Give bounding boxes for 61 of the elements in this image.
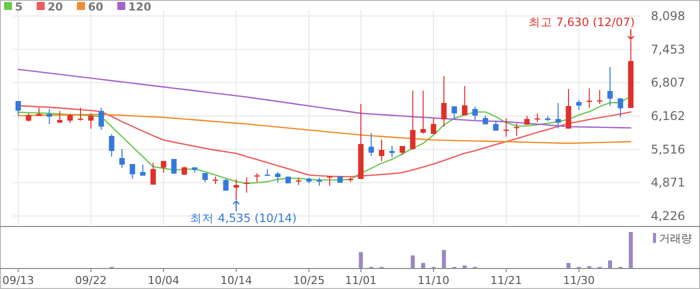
y-tick-label: 8,098 — [650, 9, 686, 23]
legend-label: 5 — [15, 0, 23, 14]
candlestick — [566, 88, 572, 130]
candlestick — [462, 85, 468, 116]
x-tick-label: 09/22 — [75, 274, 107, 287]
bar — [421, 262, 426, 268]
x-tick-label: 11/10 — [418, 274, 450, 287]
annotation: 최고 7,630 (12/07) — [528, 15, 635, 30]
y-tick-label: 4,871 — [650, 176, 686, 190]
bar — [566, 262, 571, 268]
legend-label: 20 — [48, 0, 64, 14]
y-tick-label: 6,162 — [650, 109, 686, 123]
candlestick — [586, 88, 592, 108]
candlestick — [430, 118, 436, 134]
bar — [628, 232, 633, 268]
candlestick — [108, 133, 114, 158]
bar — [410, 255, 415, 268]
candlestick — [130, 163, 136, 180]
y-tick-label: 4,226 — [650, 209, 686, 223]
line-series — [18, 68, 632, 129]
candlestick — [618, 98, 624, 118]
candlestick — [46, 108, 52, 125]
candlestick — [150, 162, 156, 186]
candlestick — [389, 146, 395, 158]
candlestick — [275, 171, 280, 184]
candlestick — [441, 76, 447, 128]
bar — [462, 265, 467, 268]
x-tick-label: 11/01 — [344, 274, 377, 287]
candlestick — [67, 113, 73, 124]
candlestick — [607, 66, 613, 106]
candlestick — [555, 102, 561, 129]
legend-label: 60 — [88, 0, 104, 14]
legend-label: 거래량 — [659, 232, 692, 245]
candlestick — [244, 176, 250, 194]
candlestick — [504, 118, 509, 138]
candlestick — [78, 107, 84, 122]
bar — [358, 252, 363, 268]
candlestick — [88, 112, 94, 130]
x-tick-label: 10/25 — [293, 274, 325, 287]
bar — [442, 250, 446, 268]
x-tick-label: 11/30 — [563, 274, 595, 287]
x-tick-label: 10/14 — [220, 274, 252, 287]
candlestick — [452, 106, 457, 120]
x-tick-label: 09/13 — [2, 274, 34, 287]
candlestick — [368, 132, 374, 156]
x-tick-label: 11/21 — [490, 274, 522, 287]
y-tick-label: 5,516 — [650, 142, 686, 156]
candlestick — [410, 90, 416, 150]
candlestick — [15, 100, 21, 116]
y-tick-label: 6,807 — [650, 76, 686, 90]
candlestick — [378, 138, 384, 162]
candlestick — [98, 107, 104, 130]
x-tick-label: 10/04 — [148, 274, 180, 287]
candlestick — [420, 90, 426, 134]
legend-label: 120 — [128, 0, 152, 14]
candlestick — [119, 148, 125, 168]
candlestick — [472, 106, 478, 120]
y-tick-label: 7,453 — [650, 42, 686, 56]
bar — [608, 260, 612, 268]
annotation: 최저 4,535 (10/14) — [190, 211, 297, 226]
candlestick — [576, 99, 582, 111]
